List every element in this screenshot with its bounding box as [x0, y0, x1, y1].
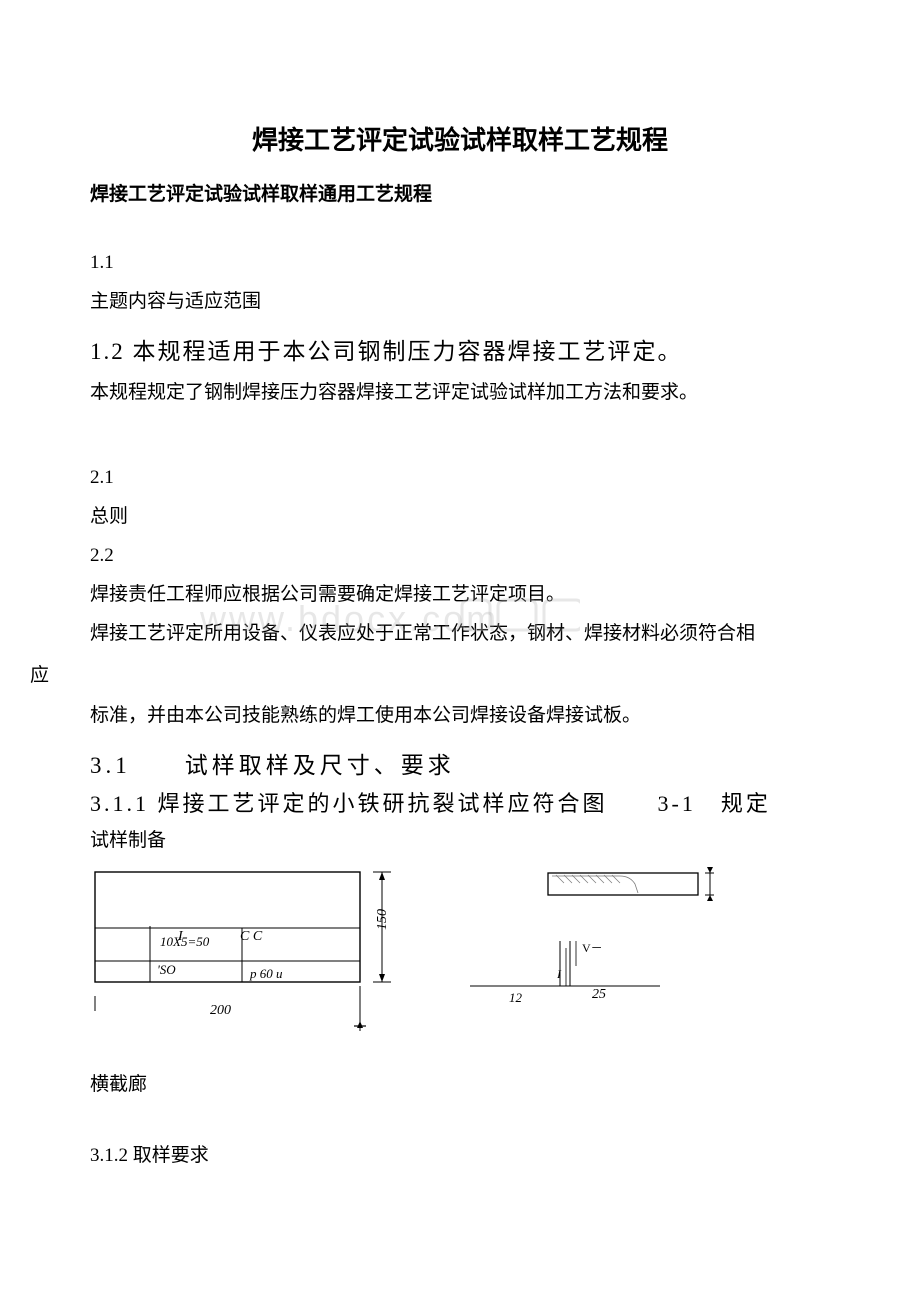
section-2-2-text3: 标准，并由本公司技能熟练的焊工使用本公司焊接设备焊接试板。: [90, 697, 830, 736]
section-2-2-text2: 焊接工艺评定所用设备、仪表应处于正常工作状态，钢材、焊接材料必须符合相: [90, 623, 755, 644]
section-1-1-number: 1.1: [90, 244, 830, 283]
diagram-left-view: 10X5=50 'SO p 60 u I C C 200 150: [95, 872, 391, 1031]
diagram-right-top: [548, 867, 714, 901]
section-2-2-text: 焊接责任工程师应根据公司需要确定焊接工艺评定项目。: [90, 576, 830, 615]
document-title: 焊接工艺评定试验试样取样工艺规程: [90, 120, 830, 157]
section-3-1-1-sub: 试样制备: [90, 822, 830, 861]
label-so: 'SO: [157, 962, 176, 977]
diagram-right-bottom: V－ I 12 25: [470, 941, 660, 1005]
document-subtitle: 焊接工艺评定试验试样取样通用工艺规程: [90, 179, 830, 206]
label-i: I: [556, 967, 562, 981]
label-10x5: 10X5=50: [160, 934, 210, 949]
section-2-1-text: 总则: [90, 498, 830, 537]
label-CC: C C: [240, 929, 263, 944]
label-200: 200: [210, 1003, 231, 1018]
section-2-2-number: 2.2: [90, 537, 830, 576]
label-25: 25: [592, 987, 606, 1002]
section-1-2: 1.2 本规程适用于本公司钢制压力容器焊接工艺评定。: [90, 332, 830, 366]
label-p60u: p 60 u: [249, 966, 283, 981]
label-v: V－: [582, 941, 603, 955]
label-12: 12: [509, 990, 523, 1005]
technical-diagram: 10X5=50 'SO p 60 u I C C 200 150: [90, 866, 730, 1056]
hanging-char: 应: [30, 654, 830, 698]
section-1-2-sub: 本规程规定了钢制焊接压力容器焊接工艺评定试验试样加工方法和要求。: [90, 374, 830, 413]
section-3-1-2-sub: 横截廊: [90, 1066, 830, 1105]
section-2-1-number: 2.1: [90, 459, 830, 498]
section-3-1-2: 3.1.2 取样要求: [90, 1137, 830, 1176]
section-1-1-text: 主题内容与适应范围: [90, 283, 830, 322]
label-150: 150: [375, 909, 390, 930]
section-3-1-1: 3.1.1 焊接工艺评定的小铁研抗裂试样应符合图 3-1 规定: [90, 786, 830, 818]
section-3-1: 3.1 试样取样及尺寸、要求: [90, 746, 830, 780]
